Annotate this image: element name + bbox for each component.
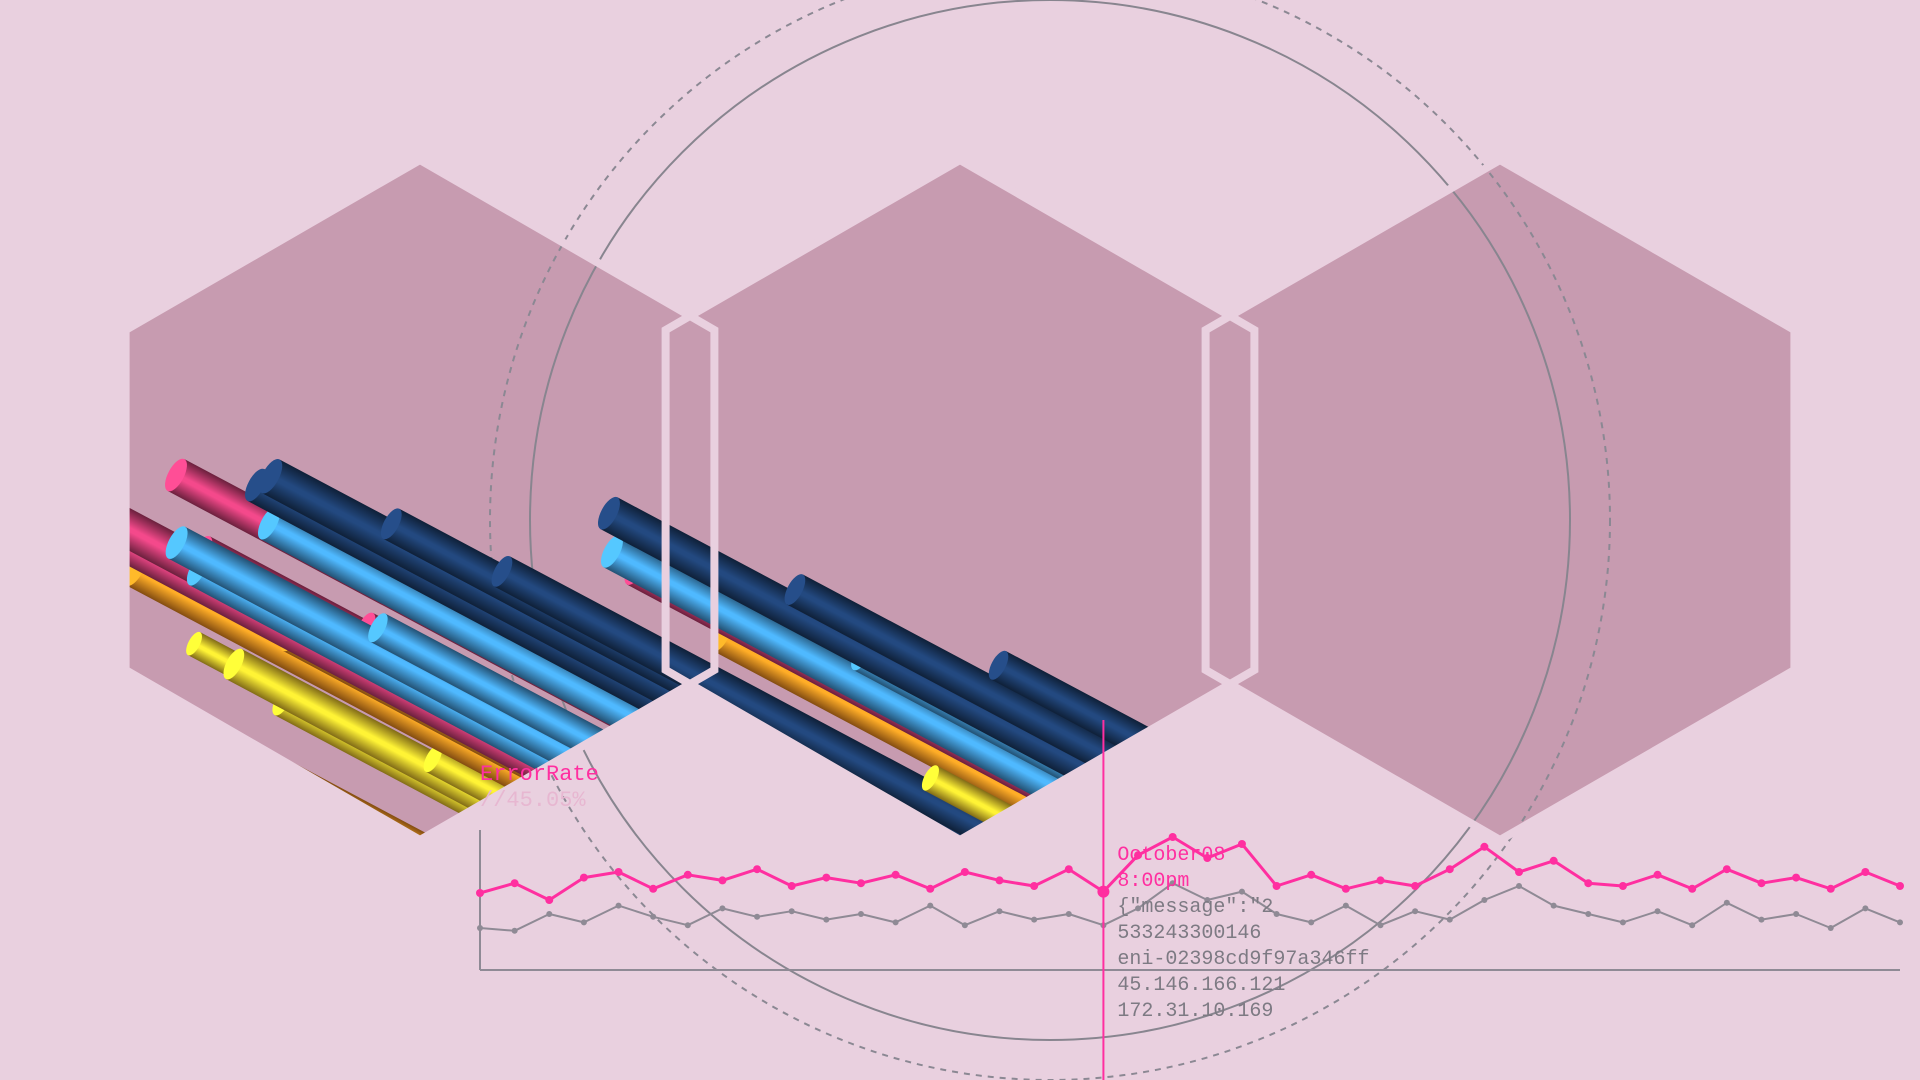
series-a-marker — [1688, 885, 1696, 893]
series-b-marker — [1274, 911, 1280, 917]
series-a-marker — [996, 876, 1004, 884]
series-a-marker — [1342, 885, 1350, 893]
chart-cursor-marker — [1097, 886, 1109, 898]
series-a-marker — [1169, 833, 1177, 841]
series-b-marker — [1308, 919, 1314, 925]
series-b-marker — [685, 922, 691, 928]
series-b-marker — [1724, 900, 1730, 906]
series-a-marker — [961, 868, 969, 876]
tooltip-line-6: 172.31.10.169 — [1117, 1000, 1273, 1023]
series-b-marker — [1516, 883, 1522, 889]
series-a-marker — [649, 885, 657, 893]
series-b-marker — [1551, 903, 1557, 909]
series-b-marker — [1031, 917, 1037, 923]
tooltip-line-3: 533243300146 — [1117, 922, 1261, 945]
series-b-marker — [1689, 922, 1695, 928]
series-a-marker — [788, 882, 796, 890]
series-b-marker — [1481, 897, 1487, 903]
series-a-marker — [476, 889, 484, 897]
series-b-marker — [789, 908, 795, 914]
series-a-marker — [1896, 882, 1904, 890]
tooltip-line-0: October08 — [1117, 844, 1225, 867]
series-b-marker — [893, 919, 899, 925]
series-b-marker — [927, 903, 933, 909]
series-a-marker — [545, 896, 553, 904]
series-b-marker — [477, 925, 483, 931]
series-b-marker — [650, 914, 656, 920]
series-a-marker — [1792, 874, 1800, 882]
series-b-marker — [1620, 919, 1626, 925]
series-b-marker — [1758, 917, 1764, 923]
series-b-marker — [1066, 911, 1072, 917]
tooltip-line-2: {"message":"2 — [1117, 896, 1273, 919]
series-a-marker — [753, 865, 761, 873]
series-b-marker — [997, 908, 1003, 914]
series-a-marker — [1446, 865, 1454, 873]
series-b-marker — [1447, 917, 1453, 923]
series-b-marker — [616, 903, 622, 909]
series-b-marker — [512, 928, 518, 934]
series-b-marker — [1897, 919, 1903, 925]
series-a-marker — [1757, 879, 1765, 887]
series-b-marker — [1343, 903, 1349, 909]
series-b-marker — [546, 911, 552, 917]
series-a-marker — [511, 879, 519, 887]
series-a-marker — [1030, 882, 1038, 890]
series-b-marker — [1862, 905, 1868, 911]
series-b-marker — [1793, 911, 1799, 917]
series-a-marker — [1411, 882, 1419, 890]
series-b-marker — [858, 911, 864, 917]
series-a-marker — [1654, 871, 1662, 879]
series-a-marker — [1827, 885, 1835, 893]
series-a-marker — [1584, 879, 1592, 887]
series-b-marker — [1239, 889, 1245, 895]
series-b-marker — [581, 919, 587, 925]
series-a-marker — [1723, 865, 1731, 873]
series-a-marker — [1238, 840, 1246, 848]
series-b-marker — [719, 905, 725, 911]
series-a-marker — [684, 871, 692, 879]
series-a-marker — [580, 874, 588, 882]
series-a-marker — [1065, 865, 1073, 873]
chart-title: ErrorRate — [480, 762, 599, 787]
series-a-marker — [1861, 868, 1869, 876]
series-b-marker — [962, 922, 968, 928]
series-a-marker — [1273, 882, 1281, 890]
tooltip-line-4: eni-02398cd9f97a346ff — [1117, 948, 1369, 971]
series-a-marker — [1307, 871, 1315, 879]
series-a-marker — [926, 885, 934, 893]
series-b-marker — [823, 917, 829, 923]
infographic-stage: ErrorRate//45.05% October08 8:00pm {"messag… — [0, 0, 1920, 1080]
chart-subtitle: //45.05% — [480, 788, 586, 813]
series-a-marker — [892, 871, 900, 879]
series-b-marker — [754, 914, 760, 920]
series-a-marker — [1480, 843, 1488, 851]
series-b-marker — [1828, 925, 1834, 931]
series-b-marker — [1377, 922, 1383, 928]
tooltip-line-1: 8:00pm — [1117, 870, 1189, 893]
series-a-marker — [857, 879, 865, 887]
series-a-marker — [1619, 882, 1627, 890]
series-a-marker — [1550, 857, 1558, 865]
series-a-marker — [822, 874, 830, 882]
tooltip-line-5: 45.146.166.121 — [1117, 974, 1285, 997]
series-b-marker — [1412, 908, 1418, 914]
series-b-marker — [1655, 908, 1661, 914]
series-a-marker — [718, 876, 726, 884]
series-b-marker — [1585, 911, 1591, 917]
infographic-svg: ErrorRate//45.05% October08 8:00pm {"messag… — [0, 0, 1920, 1080]
series-a-marker — [1376, 876, 1384, 884]
series-a-marker — [1515, 868, 1523, 876]
series-a-marker — [615, 868, 623, 876]
